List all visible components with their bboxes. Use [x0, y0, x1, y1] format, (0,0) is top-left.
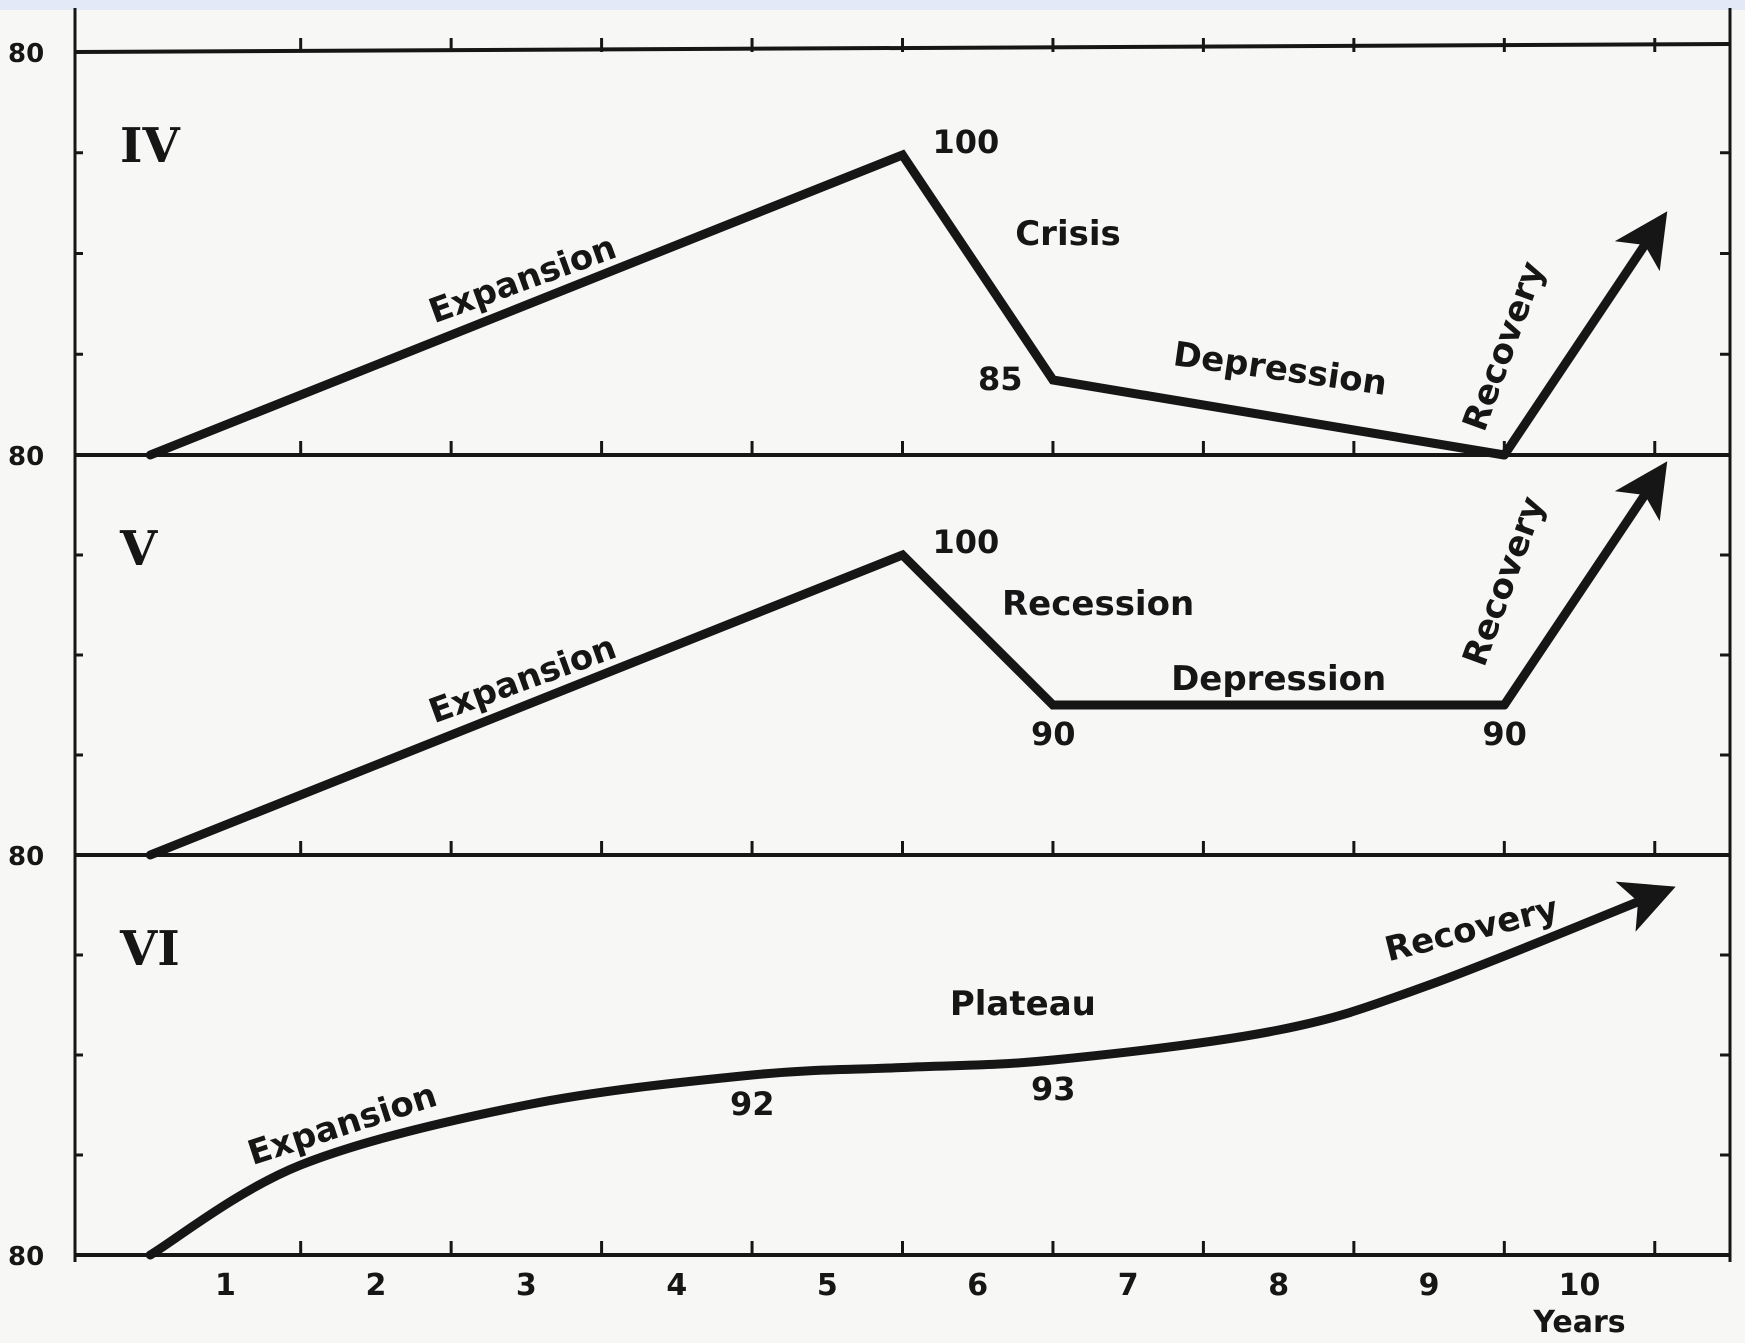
x-tick-label: 6 [967, 1268, 988, 1303]
value-label: 90 [1031, 715, 1076, 753]
phase-label: Plateau [950, 984, 1096, 1024]
value-label: 100 [933, 123, 1000, 161]
y-base-label: 80 [8, 1242, 44, 1272]
phase-label: Crisis [1015, 214, 1121, 254]
x-tick-label: 10 [1559, 1268, 1601, 1303]
phase-label: Recession [1002, 584, 1194, 624]
panel-roman-label: IV [120, 118, 180, 174]
recovery-arrow [1499, 211, 1668, 460]
cycle-line [145, 149, 1509, 460]
y-base-label: 80 [8, 442, 44, 472]
x-tick-label: 2 [365, 1268, 386, 1303]
x-tick-label: 3 [516, 1268, 537, 1303]
panel-roman-label: VI [119, 921, 180, 977]
value-label: 92 [730, 1085, 775, 1123]
cycle-curve [145, 881, 1676, 1260]
value-label: 100 [933, 523, 1000, 561]
x-tick-label: 5 [817, 1268, 838, 1303]
phase-label: Depression [1171, 659, 1386, 699]
x-tick-label: 4 [666, 1268, 687, 1303]
x-tick-label: 8 [1268, 1268, 1289, 1303]
x-unit-label: Years [1532, 1305, 1625, 1340]
x-tick-label: 1 [215, 1268, 236, 1303]
y-base-label: 80 [8, 842, 44, 872]
value-label: 90 [1482, 715, 1527, 753]
value-label: 85 [978, 360, 1023, 398]
x-tick-label: 9 [1419, 1268, 1440, 1303]
recovery-arrow [1499, 461, 1668, 710]
top-strip [0, 0, 1745, 10]
y-top-label: 80 [8, 39, 44, 69]
x-tick-label: 7 [1118, 1268, 1139, 1303]
tick-marks [75, 38, 1730, 1255]
value-label: 93 [1031, 1070, 1076, 1108]
panel-roman-label: V [119, 521, 158, 577]
cycle-line [145, 549, 1509, 860]
